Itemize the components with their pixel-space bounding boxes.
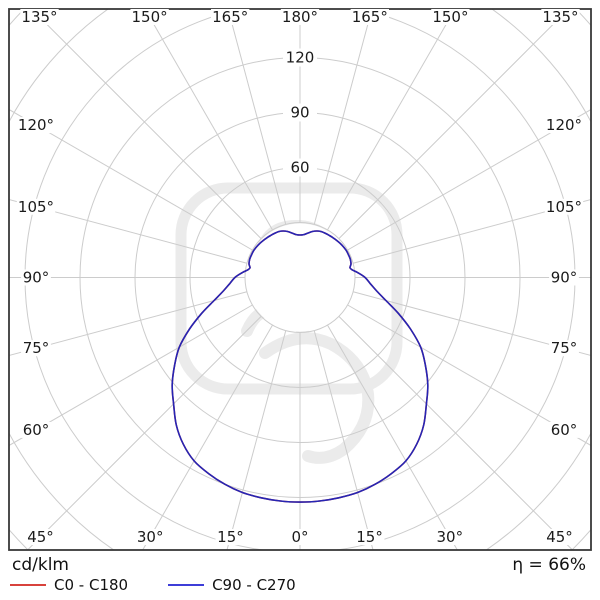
angle-labels: 135° 150° 165° 180° 165° 150° 135° 45° 30° 15° 0° 1… [16,8,584,546]
angle-label: 0° [291,528,308,546]
radial-tick-label: 90 [290,104,309,122]
legend-item-c90-c270: C90 - C270 [168,576,296,594]
angle-label: 60° [23,421,50,439]
center-mask [246,223,354,332]
radial-tick-label: 60 [290,159,309,177]
intensity-curves [171,230,429,503]
angle-label: 45° [546,528,573,546]
unit-label: cd/klm [12,555,69,575]
angle-label: 30° [137,528,164,546]
angle-label: 135° [542,8,578,26]
angle-label: 75° [23,339,50,357]
efficiency-value: η = 66% [512,555,586,575]
angle-label: 90° [551,269,578,287]
angle-label: 45° [27,528,54,546]
angle-label: 105° [18,198,54,216]
angle-label: 135° [21,8,57,26]
angle-label: 120° [18,116,54,134]
angle-label: 75° [551,339,578,357]
legend-label-c0-c180: C0 - C180 [54,576,129,594]
angle-label: 105° [546,198,582,216]
legend-label-c90-c270: C90 - C270 [212,576,296,594]
radial-tick-label: 120 [286,49,315,67]
angle-label: 60° [551,421,578,439]
legend-line-red-icon [10,584,46,586]
angle-label: 165° [352,8,388,26]
legend: C0 - C180 C90 - C270 [10,575,296,595]
angle-label: 15° [356,528,383,546]
legend-line-blue-icon [168,584,205,586]
angle-label: 150° [432,8,468,26]
angle-label: 15° [217,528,244,546]
curve-c90-c270 [171,230,429,503]
radial-tick-labels: 60 90 120 [283,48,317,177]
angle-label: 90° [23,269,50,287]
angle-label: 165° [212,8,248,26]
angle-label: 180° [282,8,318,26]
angle-label: 150° [132,8,168,26]
legend-item-c0-c180: C0 - C180 [10,576,128,594]
angle-label: 30° [437,528,464,546]
angle-label: 120° [546,116,582,134]
